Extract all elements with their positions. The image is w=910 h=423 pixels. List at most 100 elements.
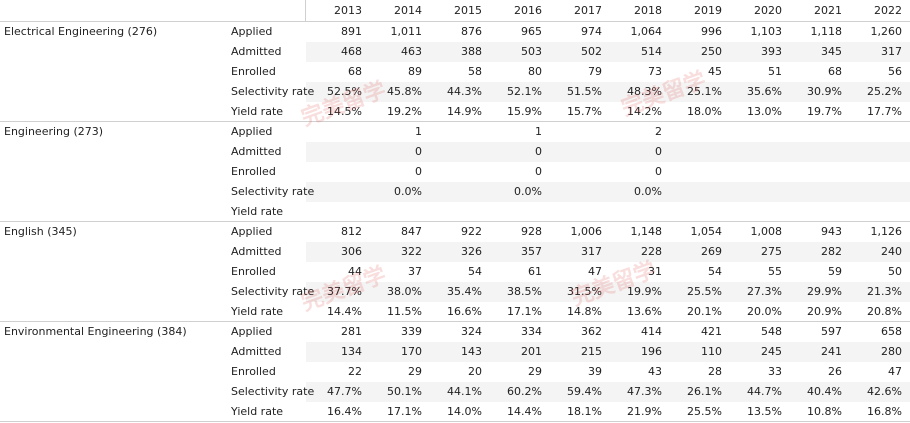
cell-value: 240: [881, 245, 902, 258]
cell-value: 245: [761, 345, 782, 358]
cell-value: 13.5%: [747, 405, 782, 418]
cell-value: 241: [821, 345, 842, 358]
cell-value: 13.0%: [747, 105, 782, 118]
cell-value: 250: [701, 45, 722, 58]
cell-value: 43: [648, 365, 662, 378]
cell-value: 14.0%: [447, 405, 482, 418]
cell-value: 1,103: [750, 25, 783, 38]
cell-value: 50.1%: [387, 385, 422, 398]
cell-value: 44.3%: [447, 85, 482, 98]
cell-value: 0: [535, 145, 542, 158]
row-shade: [306, 342, 910, 362]
cell-value: 38.5%: [507, 285, 542, 298]
metric-label: Enrolled: [231, 365, 276, 378]
header-border: [0, 21, 910, 22]
cell-value: 306: [341, 245, 362, 258]
cell-value: 61: [528, 265, 542, 278]
cell-value: 13.6%: [627, 305, 662, 318]
row-shade: [306, 42, 910, 62]
cell-value: 89: [408, 65, 422, 78]
cell-value: 60.2%: [507, 385, 542, 398]
column-header: 2022: [874, 4, 902, 17]
group-border: [0, 321, 910, 322]
cell-value: 548: [761, 325, 782, 338]
cell-value: 891: [341, 25, 362, 38]
cell-value: 463: [401, 45, 422, 58]
cell-value: 282: [821, 245, 842, 258]
cell-value: 19.9%: [627, 285, 662, 298]
column-header: 2018: [634, 4, 662, 17]
cell-value: 18.1%: [567, 405, 602, 418]
cell-value: 597: [821, 325, 842, 338]
cell-value: 1,054: [690, 225, 723, 238]
row-shade: [306, 242, 910, 262]
cell-value: 421: [701, 325, 722, 338]
cell-value: 388: [461, 45, 482, 58]
cell-value: 324: [461, 325, 482, 338]
cell-value: 22: [348, 365, 362, 378]
cell-value: 21.9%: [627, 405, 662, 418]
cell-value: 928: [521, 225, 542, 238]
cell-value: 14.4%: [327, 305, 362, 318]
cell-value: 281: [341, 325, 362, 338]
cell-value: 37: [408, 265, 422, 278]
cell-value: 20: [468, 365, 482, 378]
cell-value: 1,011: [390, 25, 423, 38]
cell-value: 19.2%: [387, 105, 422, 118]
metric-label: Yield rate: [231, 105, 284, 118]
cell-value: 39: [588, 365, 602, 378]
cell-value: 317: [581, 245, 602, 258]
metric-label: Enrolled: [231, 65, 276, 78]
cell-value: 143: [461, 345, 482, 358]
cell-value: 29: [528, 365, 542, 378]
cell-value: 1,008: [750, 225, 783, 238]
cell-value: 33: [768, 365, 782, 378]
cell-value: 1,118: [810, 25, 843, 38]
cell-value: 326: [461, 245, 482, 258]
cell-value: 393: [761, 45, 782, 58]
cell-value: 35.4%: [447, 285, 482, 298]
cell-value: 170: [401, 345, 422, 358]
cell-value: 17.1%: [387, 405, 422, 418]
group-border: [0, 121, 910, 122]
metric-label: Yield rate: [231, 405, 284, 418]
column-header: 2014: [394, 4, 422, 17]
row-shade: [306, 382, 910, 402]
cell-value: 14.9%: [447, 105, 482, 118]
cell-value: 322: [401, 245, 422, 258]
program-name: English (345): [4, 225, 77, 238]
cell-value: 1,148: [630, 225, 663, 238]
cell-value: 16.8%: [867, 405, 902, 418]
cell-value: 31: [648, 265, 662, 278]
program-name: Engineering (273): [4, 125, 104, 138]
cell-value: 27.3%: [747, 285, 782, 298]
cell-value: 40.4%: [807, 385, 842, 398]
cell-value: 14.8%: [567, 305, 602, 318]
cell-value: 20.9%: [807, 305, 842, 318]
cell-value: 1: [415, 125, 422, 138]
column-header: 2016: [514, 4, 542, 17]
cell-value: 25.1%: [687, 85, 722, 98]
cell-value: 17.7%: [867, 105, 902, 118]
cell-value: 357: [521, 245, 542, 258]
metric-label: Enrolled: [231, 165, 276, 178]
cell-value: 51.5%: [567, 85, 602, 98]
cell-value: 58: [468, 65, 482, 78]
cell-value: 47: [588, 265, 602, 278]
cell-value: 56: [888, 65, 902, 78]
cell-value: 26: [828, 365, 842, 378]
cell-value: 1: [535, 125, 542, 138]
column-header: 2017: [574, 4, 602, 17]
cell-value: 15.9%: [507, 105, 542, 118]
cell-value: 45: [708, 65, 722, 78]
column-header: 2015: [454, 4, 482, 17]
cell-value: 468: [341, 45, 362, 58]
cell-value: 196: [641, 345, 662, 358]
row-shade: [306, 282, 910, 302]
row-shade: [306, 142, 910, 162]
cell-value: 25.5%: [687, 285, 722, 298]
cell-value: 44: [348, 265, 362, 278]
cell-value: 20.0%: [747, 305, 782, 318]
cell-value: 26.1%: [687, 385, 722, 398]
metric-label: Admitted: [231, 145, 282, 158]
